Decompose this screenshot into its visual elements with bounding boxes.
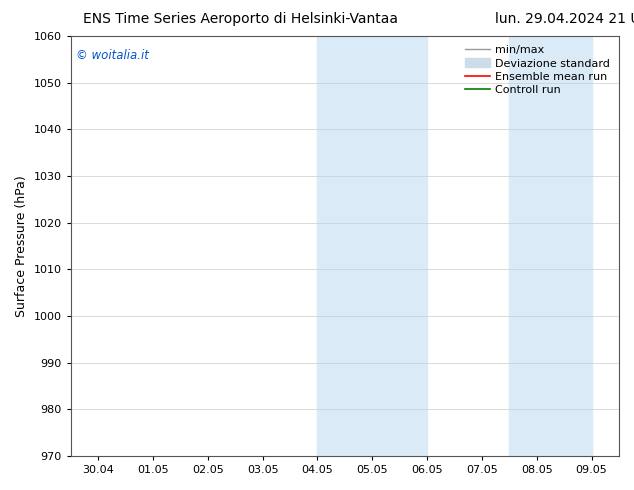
Text: ENS Time Series Aeroporto di Helsinki-Vantaa: ENS Time Series Aeroporto di Helsinki-Va… [84, 12, 398, 26]
Y-axis label: Surface Pressure (hPa): Surface Pressure (hPa) [15, 175, 28, 317]
Bar [509, 36, 537, 456]
Bar [318, 36, 372, 456]
Legend: min/max, Deviazione standard, Ensemble mean run, Controll run: min/max, Deviazione standard, Ensemble m… [462, 42, 614, 99]
Text: lun. 29.04.2024 21 UTC: lun. 29.04.2024 21 UTC [495, 12, 634, 26]
Bar [372, 36, 427, 456]
Bar [537, 36, 592, 456]
Text: © woitalia.it: © woitalia.it [76, 49, 149, 62]
